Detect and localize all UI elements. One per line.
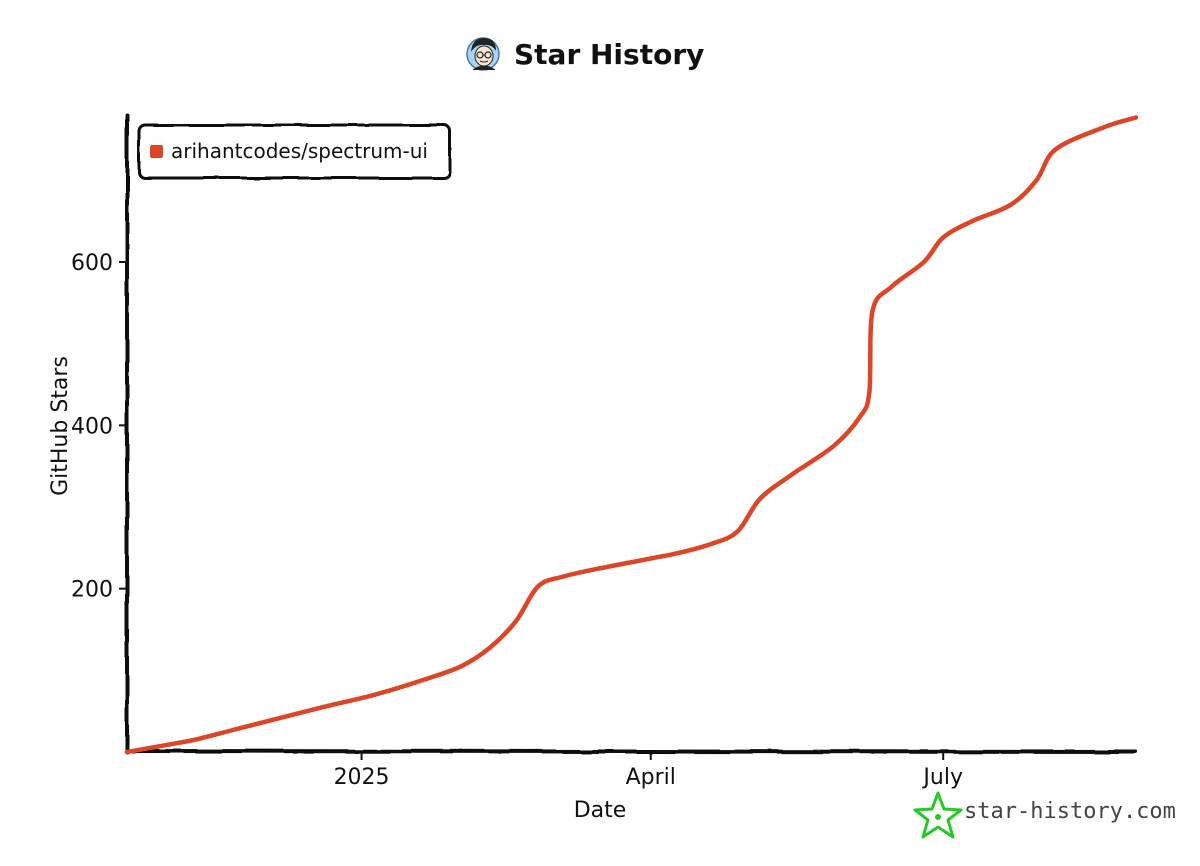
y-axis-ticks: 200 400 600 <box>71 251 127 603</box>
chart-title-text: Star History <box>514 38 704 71</box>
green-star-icon <box>913 791 963 839</box>
x-tick-label: April <box>626 765 676 790</box>
legend: arihantcodes/spectrum-ui <box>137 123 452 180</box>
chart-axes <box>125 113 1138 754</box>
watermark: star-history.com <box>913 791 1176 839</box>
y-tick-label: 400 <box>71 414 113 439</box>
x-axis-ticks: 2025 April July <box>334 752 963 790</box>
series-layer <box>124 115 1139 755</box>
legend-label: arihantcodes/spectrum-ui <box>171 139 428 163</box>
watermark-text: star-history.com <box>964 799 1176 824</box>
y-axis-label: GitHub Stars <box>48 356 73 496</box>
x-axis-line <box>125 749 1138 754</box>
x-axis-label: Date <box>574 798 627 823</box>
y-tick-label: 600 <box>71 251 113 276</box>
x-tick-label: July <box>921 765 963 790</box>
x-tick-label: 2025 <box>334 765 390 790</box>
chart-title: Star History <box>466 37 704 71</box>
legend-box <box>137 123 452 180</box>
legend-swatch <box>150 145 163 158</box>
avatar-icon <box>466 37 500 71</box>
series-line-0 <box>124 115 1139 755</box>
y-tick-label: 200 <box>71 578 113 603</box>
